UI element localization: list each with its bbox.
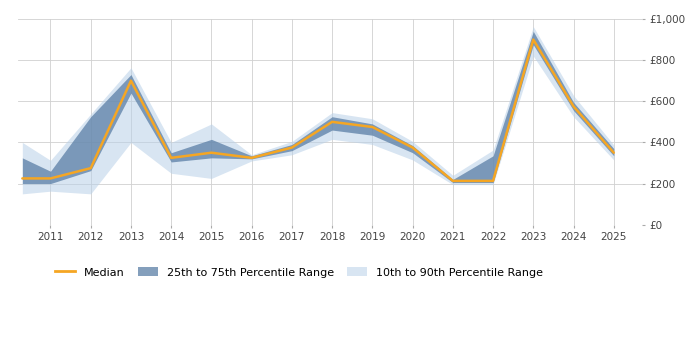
Legend: Median, 25th to 75th Percentile Range, 10th to 90th Percentile Range: Median, 25th to 75th Percentile Range, 1…: [52, 264, 547, 281]
